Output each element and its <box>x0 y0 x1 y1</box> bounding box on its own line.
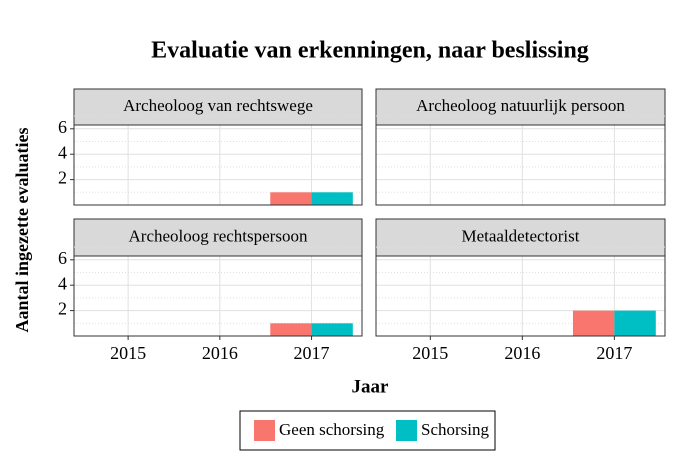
panel-border <box>73 255 363 337</box>
legend-label: Geen schorsing <box>279 420 385 439</box>
x-tick-label: 2017 <box>596 343 632 363</box>
panel-border <box>73 124 363 206</box>
strip-title: Metaaldetectorist <box>461 226 579 245</box>
strip-title: Archeoloog van rechtswege <box>123 96 313 115</box>
bar <box>311 192 353 205</box>
y-tick-label: 2 <box>58 299 67 319</box>
x-tick-label: 2015 <box>412 343 448 363</box>
legend-box <box>239 410 496 451</box>
x-tick-label: 2017 <box>294 343 330 363</box>
bar <box>270 323 312 336</box>
y-axis-label: Aantal ingezette evaluaties <box>12 128 32 333</box>
panel <box>74 125 362 205</box>
legend-key <box>254 420 275 441</box>
x-tick-label: 2015 <box>110 343 146 363</box>
strip <box>73 88 363 126</box>
y-tick-label: 4 <box>58 142 67 162</box>
y-tick-label: 6 <box>58 248 67 268</box>
strip-title: Archeoloog natuurlijk persoon <box>416 96 625 115</box>
x-tick-label: 2016 <box>202 343 238 363</box>
panel-border <box>375 255 666 337</box>
chart-title: Evaluatie van erkenningen, naar beslissi… <box>151 38 589 64</box>
panel <box>376 125 665 205</box>
bar <box>572 310 615 336</box>
legend-label: Schorsing <box>421 420 490 439</box>
bar <box>311 323 353 336</box>
y-tick-label: 4 <box>58 273 67 293</box>
y-tick-label: 6 <box>58 117 67 137</box>
legend-key <box>396 420 417 441</box>
bar <box>614 310 656 336</box>
panel-border <box>375 124 666 206</box>
x-axis-label: Jaar <box>352 376 390 397</box>
bar <box>270 192 312 205</box>
strip <box>375 218 666 257</box>
x-tick-label: 2016 <box>504 343 540 363</box>
y-tick-label: 2 <box>58 168 67 188</box>
panel <box>74 256 362 336</box>
strip-title: Archeoloog rechtspersoon <box>129 226 308 245</box>
